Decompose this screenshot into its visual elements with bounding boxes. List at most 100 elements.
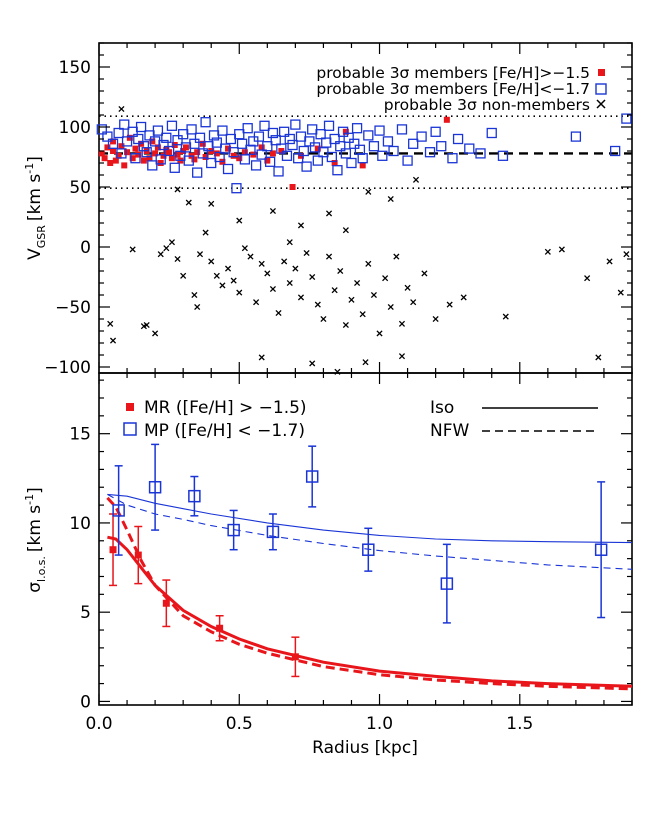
top-marker-metal-rich (112, 157, 119, 164)
top-marker-metal-poor (351, 123, 363, 134)
bottom-legend-label-mp: MP ([Fe/H] < −1.7) (144, 421, 305, 441)
top-marker-metal-poor (96, 124, 107, 135)
bottom-legend-marker-mr (126, 403, 134, 411)
top-legend-marker-0 (598, 69, 605, 76)
top-marker-metal-rich (213, 150, 220, 157)
x-tick-label: 0.5 (226, 714, 253, 734)
top-marker-metal-poor (197, 148, 208, 159)
top-xticks (98, 43, 633, 373)
top-marker-metal-rich (110, 148, 117, 154)
top-y-axis-label: VGSR [km s-1] (23, 156, 48, 260)
top-marker-non-member (623, 251, 630, 258)
top-marker-metal-rich (129, 155, 136, 162)
x-tick-label: 1.0 (366, 714, 393, 734)
top-marker-metal-rich (202, 154, 209, 160)
top-marker-metal-rich (342, 128, 349, 135)
top-marker-non-member (269, 285, 276, 293)
top-marker-metal-poor (340, 148, 352, 159)
top-marker-non-member (191, 291, 198, 299)
top-marker-metal-rich (110, 138, 117, 145)
top-marker-metal-rich (443, 116, 450, 123)
top-marker-metal-poor (436, 141, 447, 152)
top-marker-metal-poor (396, 124, 408, 135)
top-marker-non-member (109, 337, 117, 344)
top-marker-non-member (460, 294, 467, 301)
top-marker-metal-poor (335, 141, 346, 152)
top-marker-metal-rich (160, 152, 167, 159)
top-marker-non-member (410, 299, 417, 306)
top-marker-non-member (342, 227, 349, 234)
top-marker-metal-poor (368, 141, 380, 152)
top-marker-metal-rich (331, 160, 338, 166)
top-marker-metal-poor (155, 154, 166, 165)
top-marker-metal-poor (287, 139, 298, 151)
top-marker-metal-poor (343, 132, 354, 143)
top-marker-non-member (617, 289, 624, 296)
top-marker-metal-rich (146, 155, 153, 162)
top-marker-metal-poor (621, 113, 632, 124)
top-marker-non-member (432, 315, 439, 323)
bottom-panel-frame (98, 372, 633, 706)
top-marker-metal-poor (239, 154, 251, 165)
dispersion-point-mr (291, 653, 299, 661)
top-marker-metal-poor (206, 157, 217, 169)
y-tick-label: 50 (69, 178, 91, 198)
top-marker-metal-poor (388, 145, 399, 157)
top-marker-metal-rich (152, 150, 159, 157)
top-legend-marker-2 (596, 99, 606, 109)
top-marker-metal-poor (135, 121, 147, 133)
top-marker-metal-poor (234, 129, 245, 140)
top-marker-metal-poor (298, 145, 309, 157)
model-curve-mp-nfw (107, 493, 633, 570)
top-marker-metal-poor (228, 147, 239, 158)
top-marker-metal-rich (314, 145, 321, 152)
top-marker-metal-poor (464, 143, 475, 154)
top-marker-metal-rich (154, 144, 161, 151)
top-marker-metal-poor (183, 155, 194, 166)
top-legend: probable 3σ members [Fe/H]>−1.5 probable… (316, 64, 607, 114)
dispersion-point-mp (227, 523, 240, 537)
top-marker-metal-poor (452, 133, 464, 145)
top-marker-metal-poor (119, 119, 130, 130)
dispersion-point-mr (134, 551, 142, 559)
top-marker-metal-rich (98, 150, 105, 157)
top-marker-non-member (412, 176, 420, 183)
top-marker-non-member (348, 296, 355, 303)
y-tick-label: 10 (69, 514, 91, 534)
dispersion-point-mp (148, 480, 162, 494)
top-marker-metal-poor (349, 138, 360, 149)
top-marker-metal-poor (217, 125, 228, 136)
bottom-x-axis-label: Radius [kpc] (312, 738, 418, 758)
top-marker-non-member (398, 353, 406, 360)
top-marker-metal-poor (264, 156, 276, 167)
dispersion-point-mp (112, 504, 125, 517)
top-marker-metal-poor (281, 150, 293, 161)
top-marker-non-member (337, 267, 344, 275)
top-marker-metal-poor (262, 141, 273, 152)
dispersion-point-mr (216, 624, 224, 632)
top-marker-non-member (342, 321, 349, 329)
top-marker-non-member (230, 277, 237, 284)
top-marker-metal-poor (346, 157, 357, 169)
bottom-yticks: 0 5 10 15 (69, 379, 632, 712)
top-y-label-main: V (25, 248, 45, 260)
top-marker-non-member (309, 273, 316, 281)
top-marker-metal-rich (182, 144, 189, 151)
bottom-y-label-unit: [km s (25, 505, 45, 552)
top-marker-metal-poor (152, 125, 164, 136)
top-markers (96, 105, 632, 375)
bottom-xticks: 0.0 0.5 1.0 1.5 (85, 373, 633, 734)
top-marker-metal-rich (101, 155, 108, 162)
top-marker-non-member (421, 270, 428, 277)
top-marker-metal-poor (278, 126, 290, 137)
top-marker-non-member (258, 260, 265, 267)
top-hlines (99, 115, 632, 189)
top-marker-non-member (236, 289, 243, 296)
top-marker-non-member (606, 258, 613, 265)
y-tick-label: 0 (80, 692, 91, 712)
top-marker-non-member (382, 275, 389, 282)
top-marker-metal-rich (107, 160, 114, 166)
top-y-label-unit: [km s (25, 174, 45, 221)
top-marker-non-member (208, 258, 215, 265)
